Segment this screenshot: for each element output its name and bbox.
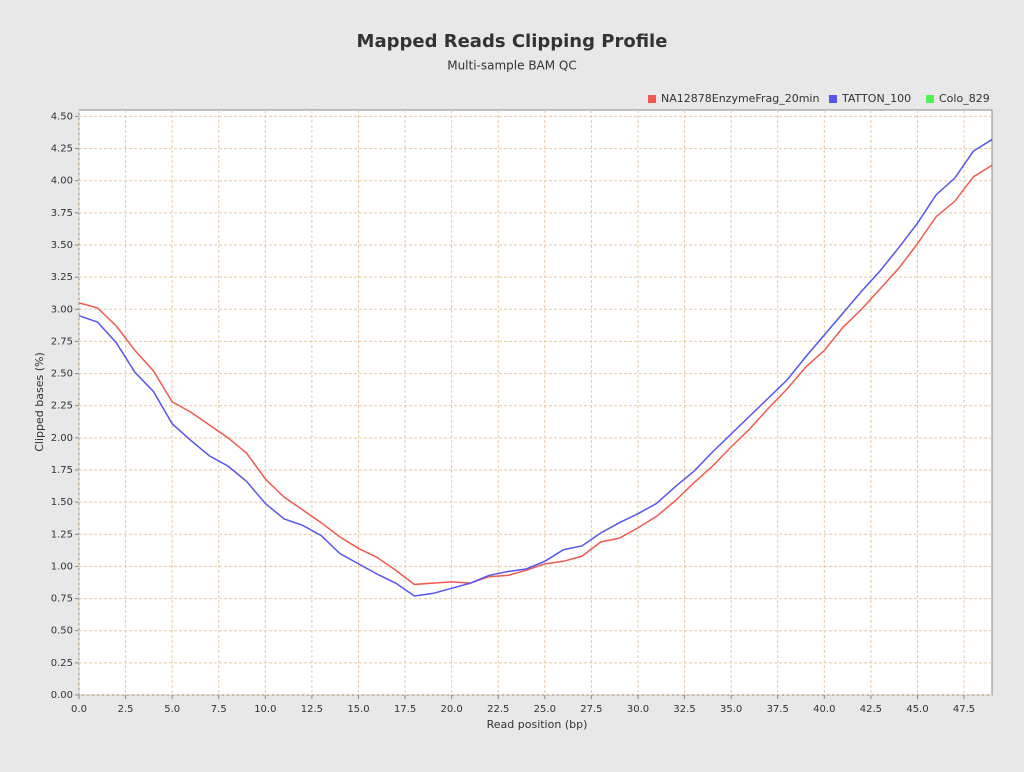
plot-area [78,109,993,696]
y-tick-label: 1.00 [51,561,73,572]
y-tick-label: 0.00 [51,690,73,701]
x-tick-label: 47.5 [953,704,975,715]
y-tick-label: 2.50 [51,369,73,380]
x-tick-label: 27.5 [580,704,602,715]
x-tick-label: 42.5 [860,704,882,715]
x-tick-label: 5.0 [164,704,180,715]
x-tick-label: 40.0 [813,704,835,715]
x-tick-label: 22.5 [487,704,509,715]
y-tick-label: 0.75 [51,594,73,605]
y-tick-label: 0.50 [51,626,73,637]
x-axis-label: Read position (bp) [487,718,588,731]
legend-label: Colo_829 [939,92,990,105]
series-line [78,138,993,597]
y-tick-label: 1.75 [51,465,73,476]
legend-label: NA12878EnzymeFrag_20min [661,92,819,105]
x-tick-label: 2.5 [118,704,134,715]
x-tick-label: 35.0 [720,704,742,715]
legend-swatch [648,95,656,103]
y-tick-label: 2.00 [51,433,73,444]
x-tick-label: 10.0 [254,704,276,715]
x-tick-label: 30.0 [627,704,649,715]
y-tick-label: 3.00 [51,304,73,315]
chart-title: Mapped Reads Clipping Profile [357,31,668,52]
y-tick-label: 2.75 [51,336,73,347]
series-line [78,164,993,586]
y-tick-label: 1.50 [51,497,73,508]
x-tick-label: 20.0 [441,704,463,715]
y-tick-label: 1.25 [51,529,73,540]
x-tick-label: 17.5 [394,704,416,715]
y-tick-label: 3.50 [51,240,73,251]
legend-swatch [926,95,934,103]
y-tick-label: 3.25 [51,272,73,283]
x-tick-label: 15.0 [347,704,369,715]
x-tick-label: 0.0 [71,704,87,715]
y-tick-label: 3.75 [51,208,73,219]
chart-subtitle: Multi-sample BAM QC [447,59,577,73]
x-tick-label: 25.0 [534,704,556,715]
x-tick-label: 12.5 [301,704,323,715]
y-tick-label: 4.00 [51,176,73,187]
x-tick-label: 32.5 [673,704,695,715]
y-axis-label: Clipped bases (%) [33,352,46,452]
x-tick-label: 45.0 [906,704,928,715]
y-tick-label: 0.25 [51,658,73,669]
y-tick-label: 4.50 [51,111,73,122]
y-tick-label: 4.25 [51,144,73,155]
y-tick-label: 2.25 [51,401,73,412]
x-tick-label: 7.5 [211,704,227,715]
legend-swatch [829,95,837,103]
x-tick-label: 37.5 [767,704,789,715]
legend-label: TATTON_100 [841,92,911,105]
